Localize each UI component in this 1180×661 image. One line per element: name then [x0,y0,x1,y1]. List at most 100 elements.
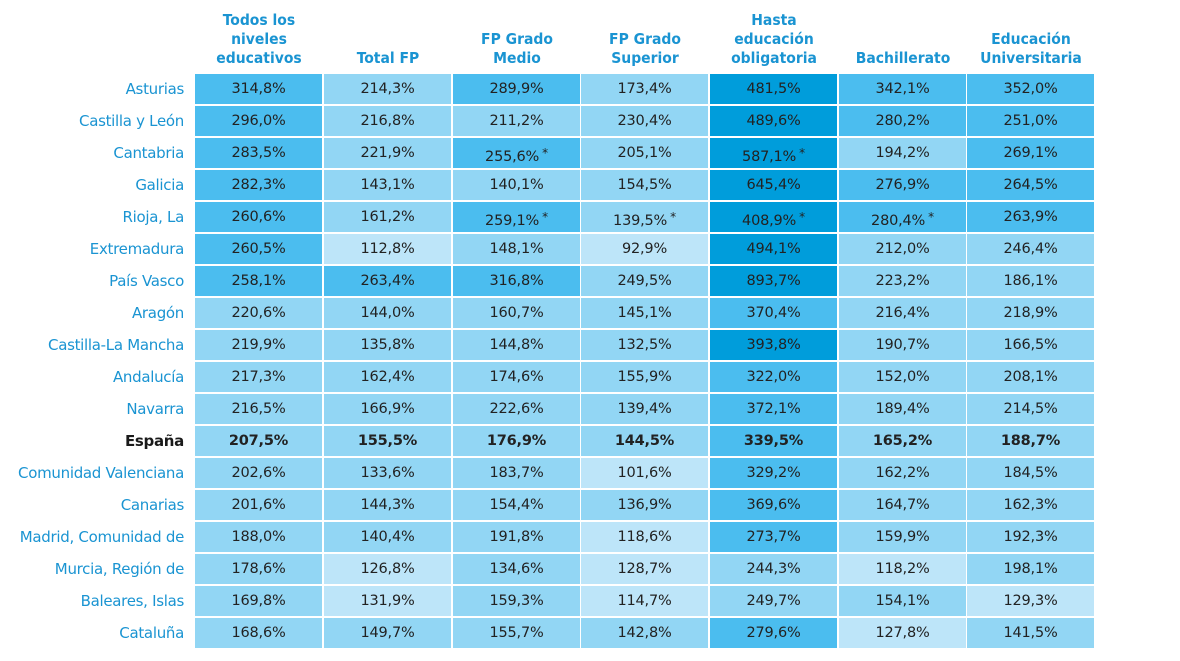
cell-value: 214,5% [1003,401,1058,417]
row-label: Extremadura [89,240,185,258]
cell-value: 260,6% [231,209,286,225]
cell-value: 370,4% [746,305,801,321]
heatmap-cell: 352,0% [967,74,1094,104]
cell-value: 160,7% [489,305,544,321]
cell-value: 144,0% [360,305,415,321]
heatmap-cell: 173,4% [581,74,708,104]
heatmap-cell: 296,0% [195,106,322,136]
heatmap-cell: 155,9% [581,362,708,392]
column-header-line: Total FP [356,49,420,67]
heatmap-cell: 216,5% [195,394,322,424]
column-header-line: Todos los [222,11,296,29]
cell-value: 131,9% [360,593,415,609]
heatmap-cell: 114,7% [581,586,708,616]
cell-value: 202,6% [231,465,286,481]
heatmap-cell: 188,0% [195,522,322,552]
heatmap-cell: 148,1% [453,234,580,264]
column-header: FP Grado Medio [453,6,581,68]
cell-value: 372,1% [746,401,801,417]
cell-value: 289,9% [489,81,544,97]
row-label: Cantabria [113,144,184,162]
heatmap-cell: 273,7% [710,522,837,552]
heatmap-cell: 282,3% [195,170,322,200]
heatmap-cell: 133,6% [324,458,451,488]
heatmap-cell: 162,2% [839,458,966,488]
heatmap-cell: 162,4% [324,362,451,392]
column-header: FP Grado Superior [581,6,709,68]
heatmap-cell: 144,3% [324,490,451,520]
heatmap-cell: 198,1% [967,554,1094,584]
heatmap-cell: 136,9% [581,490,708,520]
column-header-line: FP Grado [481,30,553,48]
cell-value: 219,9% [231,337,286,353]
heatmap-cell: 142,8% [581,618,708,648]
cell-value: 222,6% [489,401,544,417]
column-header-line: Universitaria [980,49,1082,67]
cell-value: 164,7% [875,497,930,513]
cell-value: 263,4% [360,273,415,289]
cell-value: 216,5% [231,401,286,417]
cell-value: 207,5% [228,433,289,449]
heatmap-cell: 140,4% [324,522,451,552]
heatmap-cell: 372,1% [710,394,837,424]
cell-value: 135,8% [360,337,415,353]
column-header: Todos los niveles educativos [195,6,323,68]
heatmap-cell: 207,5% [195,426,322,456]
cell-value: 296,0% [231,113,286,129]
heatmap-cell: 126,8% [324,554,451,584]
heatmap-cell: 155,7% [453,618,580,648]
column-header-line: Educación [991,30,1071,48]
heatmap-cell: 255,6% * [453,138,580,168]
cell-value: 342,1% [875,81,930,97]
heatmap-cell: 246,4% [967,234,1094,264]
cell-value: 220,6% [231,305,286,321]
cell-value: 162,4% [360,369,415,385]
heatmap-cell: 221,9% [324,138,451,168]
heatmap-cell: 202,6% [195,458,322,488]
cell-value: 190,7% [875,337,930,353]
cell-value: 178,6% [231,561,286,577]
cell-value: 184,5% [1003,465,1058,481]
cell-value: 211,2% [489,113,544,129]
cell-value: 140,1% [489,177,544,193]
cell-value: 279,6% [746,625,801,641]
cell-value: 126,8% [360,561,415,577]
asterisk-flag: * [799,210,805,224]
cell-value: 161,2% [360,209,415,225]
cell-value: 188,0% [231,529,286,545]
cell-value: 154,1% [875,593,930,609]
column-header-line: educativos [216,49,302,67]
heatmap-cell: 160,7% [453,298,580,328]
cell-value: 259,1% [485,213,540,229]
heatmap-cell: 166,5% [967,330,1094,360]
cell-value: 276,9% [875,177,930,193]
cell-value: 489,6% [746,113,801,129]
cell-value: 159,3% [489,593,544,609]
heatmap-cell: 230,4% [581,106,708,136]
asterisk-flag: * [670,210,676,224]
cell-value: 408,9% [742,213,797,229]
row-label: Aragón [131,304,184,322]
heatmap-cell: 342,1% [839,74,966,104]
heatmap-cell: 159,9% [839,522,966,552]
row-label: Andalucía [112,368,184,386]
cell-value: 144,5% [614,433,675,449]
heatmap-cell: 222,6% [453,394,580,424]
heatmap-cell: 189,4% [839,394,966,424]
cell-value: 112,8% [360,241,415,257]
column-header: Educación Universitaria [967,6,1095,68]
heatmap-cell: 208,1% [967,362,1094,392]
cell-value: 192,3% [1003,529,1058,545]
column-header: Total FP [324,6,452,68]
heatmap-cell: 141,5% [967,618,1094,648]
heatmap-cell: 249,7% [710,586,837,616]
cell-value: 155,7% [489,625,544,641]
cell-value: 92,9% [621,241,668,257]
cell-value: 194,2% [875,145,930,161]
asterisk-flag: * [542,210,548,224]
heatmap-cell: 251,0% [967,106,1094,136]
heatmap-cell: 280,4% * [839,202,966,232]
cell-value: 189,4% [875,401,930,417]
cell-value: 645,4% [746,177,801,193]
cell-value: 162,2% [875,465,930,481]
